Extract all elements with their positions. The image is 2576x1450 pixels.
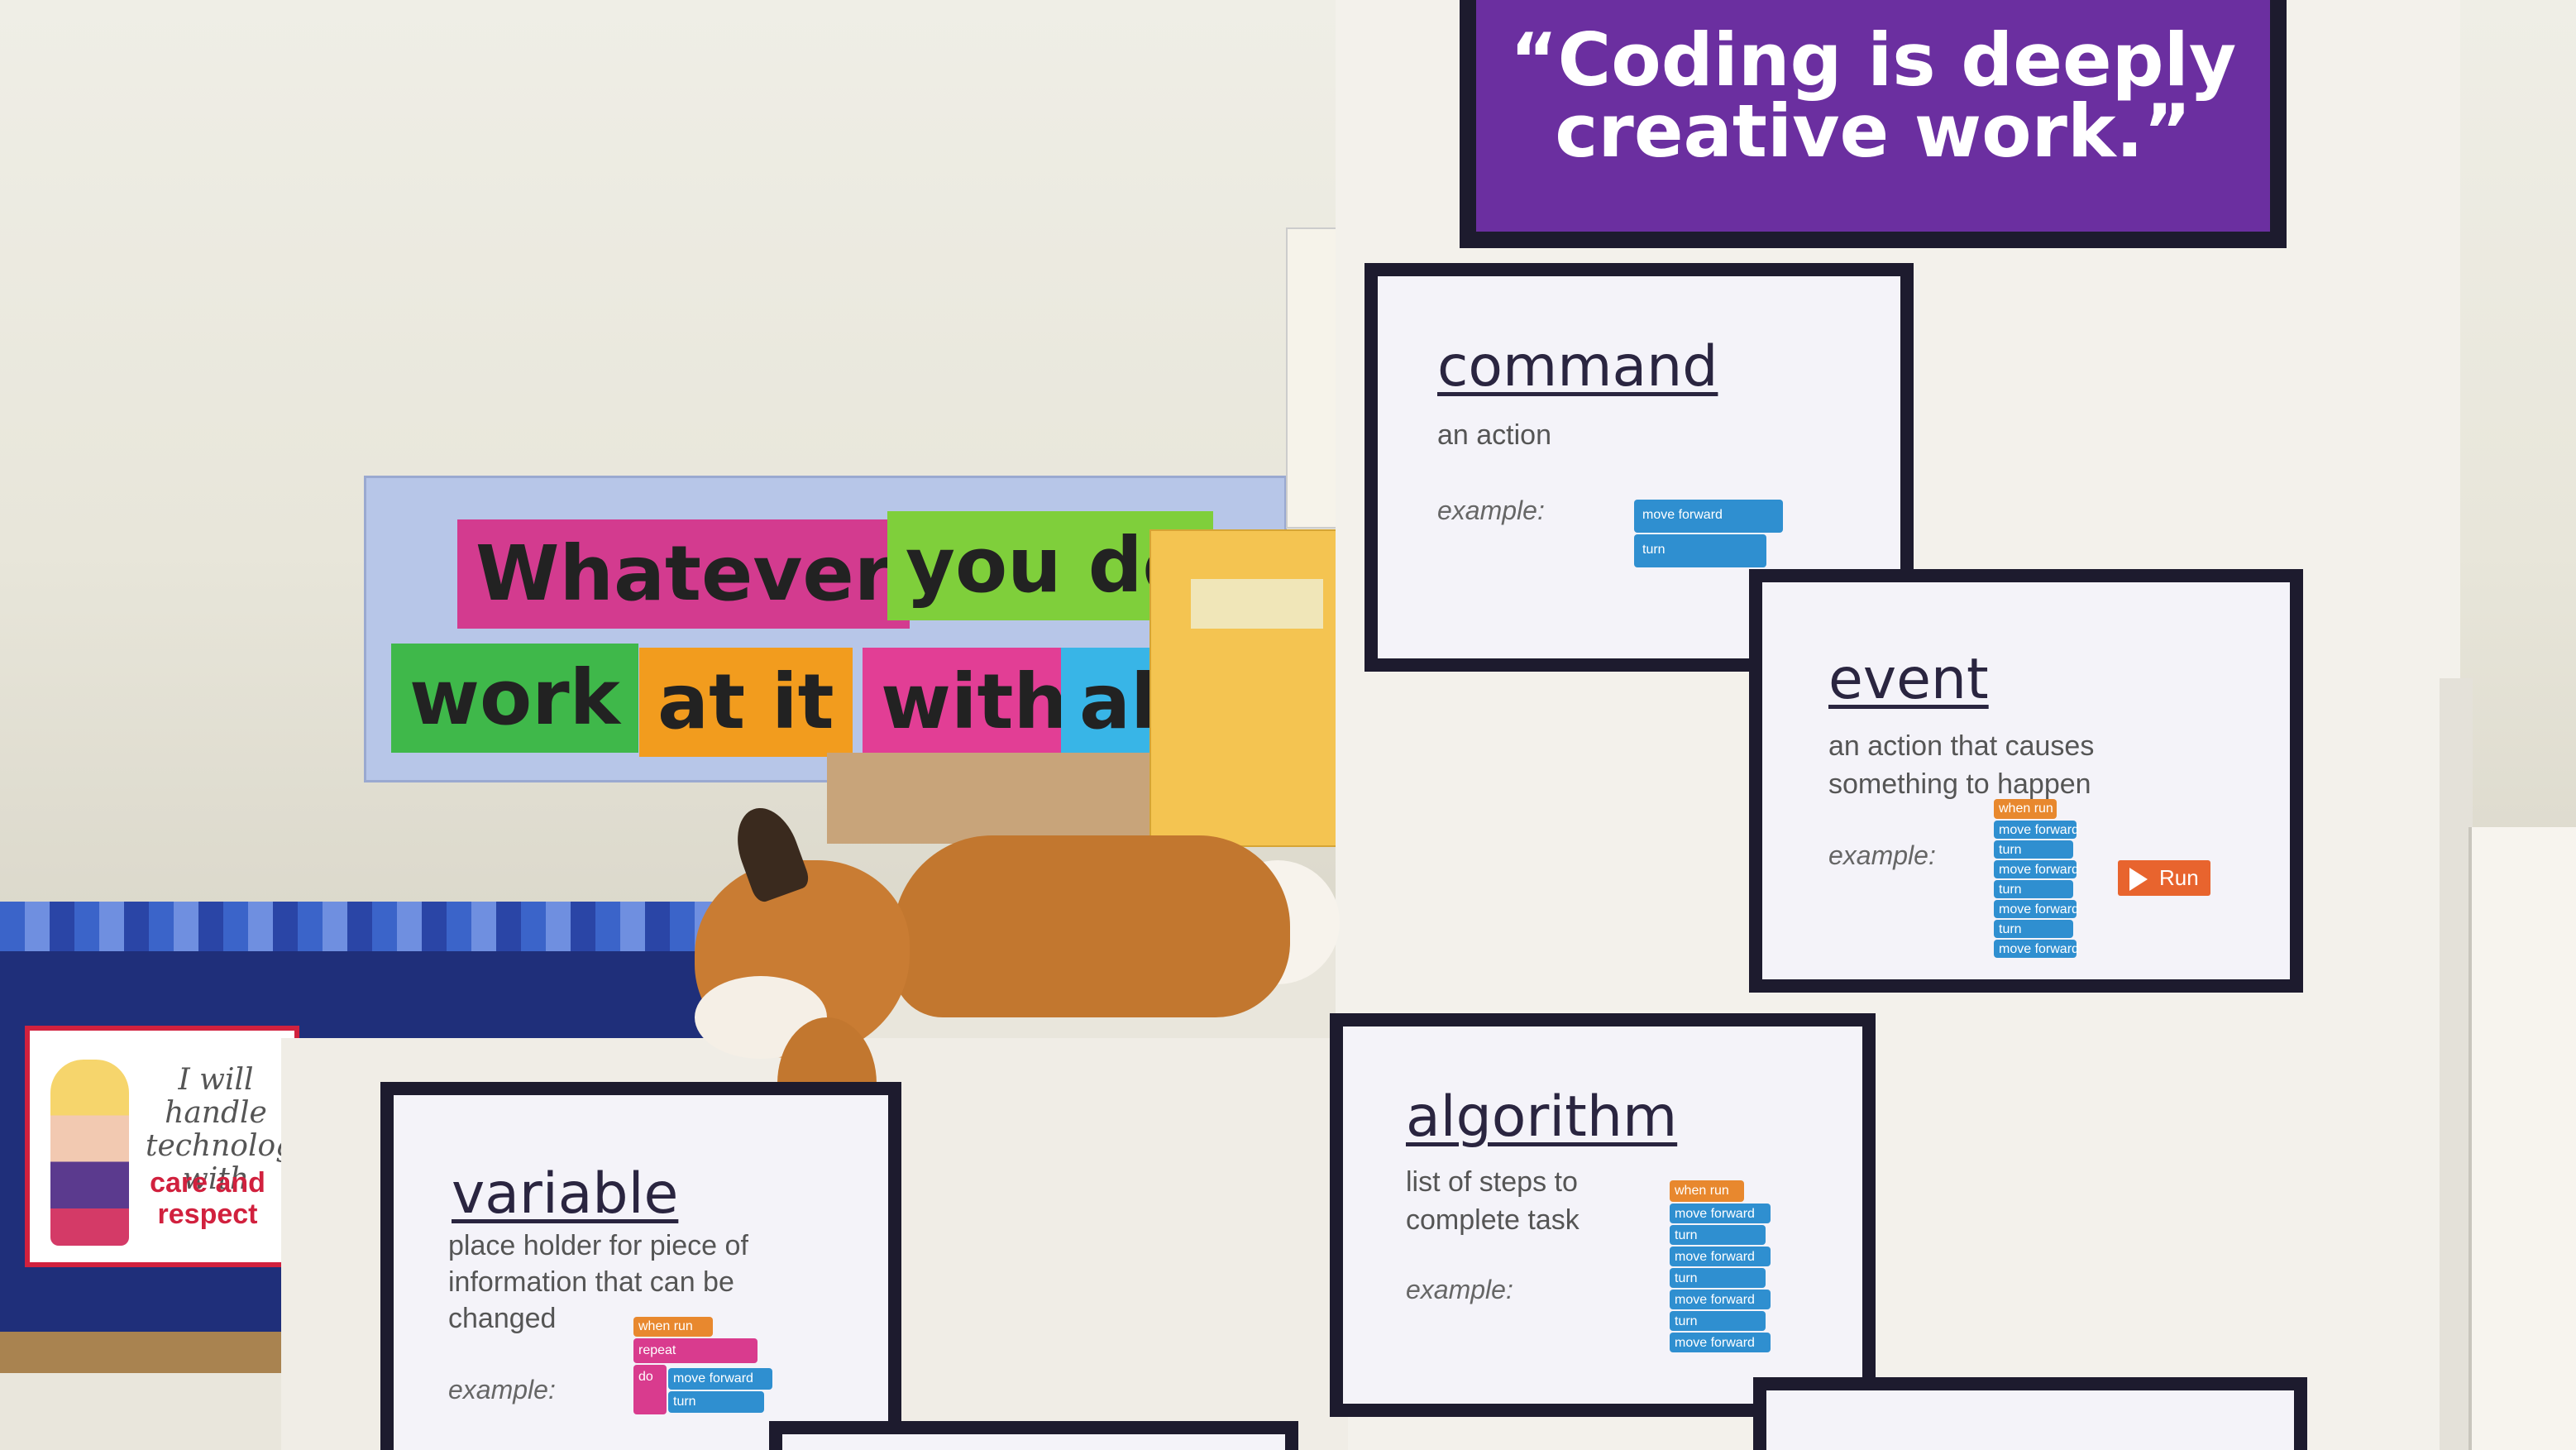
banner-word: with (863, 648, 1087, 757)
run-button-label: Run (2159, 865, 2199, 890)
code-block-label: turn (1999, 922, 2022, 936)
code-block: when run (1994, 799, 2057, 819)
motivational-banner: Whatever you do work at it with al (364, 476, 1287, 782)
code-block: move forward (1670, 1290, 1771, 1309)
code-block: turn (1994, 880, 2073, 898)
card-example-label: example: (1828, 840, 1936, 870)
code-block: when run (633, 1317, 713, 1337)
quote-line: “Coding is deeply (1509, 17, 2237, 103)
stand-post (2440, 678, 2473, 1450)
code-block-label: do (638, 1370, 653, 1384)
card-inner (782, 1434, 1285, 1450)
cardboard-box (827, 753, 1149, 844)
code-block-label: turn (1999, 843, 2022, 857)
card-definition: an action (1437, 419, 1551, 451)
card-definition: complete task (1406, 1204, 1580, 1236)
play-icon (2129, 868, 2148, 891)
vocab-card-variable: variable place holder for piece of infor… (380, 1082, 901, 1450)
quote-text: “Coding is deeply creative work.” (1476, 17, 2270, 174)
quote-card-inner (1476, 0, 2270, 232)
card-example-label: example: (1437, 495, 1545, 525)
code-block: do (633, 1365, 667, 1414)
banner-word: work (391, 644, 638, 753)
card-example-label: example: (448, 1375, 556, 1405)
code-block-label: move forward (1642, 508, 1723, 522)
code-block-label: when run (1675, 1184, 1729, 1198)
card-definition: an action that causes (1828, 730, 2095, 762)
card-inner (1766, 1390, 2294, 1450)
card-definition: information that can be (448, 1266, 734, 1298)
bulletin-board-border (0, 902, 728, 951)
card-term: algorithm (1406, 1084, 1678, 1150)
code-block: turn (1670, 1311, 1766, 1331)
card-definition: something to happen (1828, 768, 2091, 800)
code-block: move forward (1670, 1204, 1771, 1223)
card-definition: place holder for piece of (448, 1230, 748, 1261)
code-block: move forward (668, 1368, 772, 1390)
code-block: turn (1670, 1268, 1766, 1288)
code-block: move forward (1994, 860, 2079, 878)
quote-line: creative work.” (1555, 89, 2191, 174)
card-inner: variable place holder for piece of infor… (394, 1095, 888, 1450)
box-label (1191, 579, 1323, 629)
code-block: turn (1994, 840, 2073, 859)
code-block-label: when run (638, 1319, 693, 1333)
vocab-card-partial (769, 1421, 1298, 1450)
code-block-label: move forward (1675, 1207, 1755, 1221)
run-button: Run (2118, 860, 2210, 896)
card-inner: event an action that causes something to… (1762, 582, 2290, 979)
card-term: event (1828, 647, 1989, 712)
code-block: move forward (1994, 900, 2079, 918)
code-block-label: move forward (1999, 902, 2079, 916)
code-block: move forward (1634, 500, 1783, 533)
code-block: move forward (1670, 1247, 1771, 1266)
shelf (0, 1332, 281, 1373)
yellow-box (1149, 529, 1343, 847)
code-block-label: move forward (1999, 863, 2079, 877)
code-block-label: move forward (1999, 942, 2079, 956)
code-block: turn (1670, 1225, 1766, 1245)
fox-plush-body (893, 835, 1290, 1017)
code-block-label: move forward (1675, 1336, 1755, 1350)
code-block-label: turn (1675, 1271, 1698, 1285)
code-block: turn (1994, 920, 2073, 938)
code-block-label: when run (1999, 802, 2053, 816)
vocab-card-algorithm: algorithm list of steps to complete task… (1330, 1013, 1876, 1417)
code-block: turn (668, 1391, 764, 1413)
code-block-label: turn (1999, 883, 2022, 897)
code-block: move forward (1994, 940, 2079, 958)
vocab-card-event: event an action that causes something to… (1749, 569, 2303, 993)
code-block-label: turn (1675, 1314, 1698, 1328)
technology-poster-highlight: care and respect (150, 1167, 265, 1230)
vocab-card-partial (1753, 1377, 2307, 1450)
code-block: when run (1670, 1180, 1744, 1202)
card-inner: algorithm list of steps to complete task… (1343, 1026, 1862, 1404)
code-block-label: move forward (1675, 1250, 1755, 1264)
banner-word: at it (639, 648, 853, 757)
card-term: variable (452, 1161, 679, 1227)
code-block-label: turn (673, 1395, 696, 1409)
kid-illustration (50, 1060, 129, 1246)
code-block: move forward (1994, 821, 2079, 839)
code-block-label: move forward (1999, 823, 2079, 837)
code-block-label: move forward (1675, 1293, 1755, 1307)
code-block-label: move forward (673, 1371, 753, 1385)
code-block-label: turn (1642, 543, 1666, 557)
code-block-label: repeat (638, 1343, 676, 1357)
card-definition: list of steps to (1406, 1166, 1578, 1198)
banner-word: Whatever (457, 519, 910, 629)
code-block: move forward (1670, 1333, 1771, 1352)
technology-poster-text: I will handle technology with (146, 1063, 312, 1196)
card-definition: changed (448, 1303, 557, 1334)
code-block: turn (1634, 534, 1766, 567)
card-term: command (1437, 334, 1718, 400)
card-example-label: example: (1406, 1275, 1513, 1304)
code-block: repeat (633, 1338, 758, 1363)
code-block-label: turn (1675, 1228, 1698, 1242)
side-poster (2468, 827, 2576, 1450)
technology-poster: I will handle technology with care and r… (25, 1026, 312, 1267)
